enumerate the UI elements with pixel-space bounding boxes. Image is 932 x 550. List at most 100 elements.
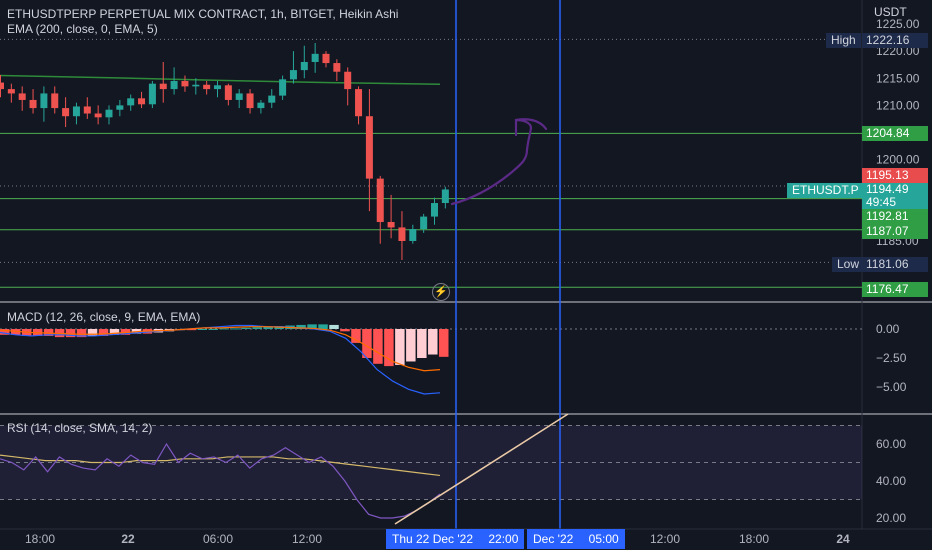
candle-body[interactable] <box>246 93 254 109</box>
macd-histogram-bar <box>43 329 54 336</box>
ema-line[interactable] <box>0 74 441 85</box>
level-tag-1187: 1187.07 <box>862 224 928 239</box>
macd-histogram-bar <box>384 329 394 367</box>
candle-body[interactable] <box>148 83 156 105</box>
candle-body[interactable] <box>138 98 146 105</box>
candle-body[interactable] <box>127 98 135 106</box>
level-tag-1195: 1195.13 <box>862 168 928 183</box>
candle-body[interactable] <box>51 93 59 109</box>
macd-histogram-bar <box>87 329 98 336</box>
candle-body[interactable] <box>214 85 221 90</box>
time-tick-label: 18:00 <box>25 532 55 546</box>
cursor-time-label-right: Dec '22 05:00 <box>527 529 625 549</box>
cursor-date-left: Thu 22 Dec '22 <box>392 532 474 546</box>
candle-body[interactable] <box>268 95 276 103</box>
macd-histogram-bar <box>318 324 328 329</box>
rsi-line[interactable] <box>0 442 441 519</box>
rsi-tick-label: 20.00 <box>876 511 906 525</box>
candle-body[interactable] <box>192 84 200 87</box>
candle-body[interactable] <box>376 178 384 223</box>
candle-body[interactable] <box>170 80 178 90</box>
macd-signal-line[interactable] <box>0 326 441 372</box>
candle-body[interactable] <box>105 109 113 118</box>
macd-histogram-bar <box>329 324 339 329</box>
macd-histogram-bar <box>373 329 383 364</box>
macd-histogram-bar <box>241 327 251 329</box>
candle-body[interactable] <box>159 83 167 90</box>
candle-body[interactable] <box>322 53 330 64</box>
candle-body[interactable] <box>181 80 189 87</box>
candle-body[interactable] <box>116 105 124 110</box>
time-tick-label: 18:00 <box>739 532 769 546</box>
rsi-tick-label: 40.00 <box>876 474 906 488</box>
candle-body[interactable] <box>441 189 449 204</box>
macd-line[interactable] <box>0 324 441 395</box>
bar-countdown: 49:45 <box>866 195 897 209</box>
candle-body[interactable] <box>224 85 232 100</box>
symbol-tag: ETHUSDT.P <box>787 183 864 198</box>
candle-body[interactable] <box>203 84 211 90</box>
candle-body[interactable] <box>94 113 102 118</box>
candle-body[interactable] <box>72 106 80 117</box>
macd-histogram-bar <box>186 329 197 331</box>
projection-drawing[interactable] <box>450 118 548 206</box>
cursor-time-right: 05:00 <box>588 532 619 546</box>
rsi-indicator-title[interactable]: RSI (14, close, SMA, 14, 2) <box>7 421 153 435</box>
macd-indicator-title[interactable]: MACD (12, 26, close, 9, EMA, EMA) <box>7 310 201 324</box>
candle-body[interactable] <box>387 222 395 228</box>
lightning-icon[interactable]: ⚡ <box>432 283 450 301</box>
candle-body[interactable] <box>431 203 438 217</box>
cursor-time-middle: 22:00 <box>488 532 519 546</box>
candle-body[interactable] <box>420 216 428 230</box>
price-tick-label: 1200.00 <box>876 153 920 167</box>
macd-histogram-bar <box>395 329 405 365</box>
macd-histogram-bar <box>208 329 219 330</box>
candle-body[interactable] <box>355 89 363 117</box>
ema-indicator-title[interactable]: EMA (200, close, 0, EMA, 5) <box>7 22 158 36</box>
candle-body[interactable] <box>279 79 287 96</box>
macd-histogram-bar <box>76 329 87 338</box>
cursor-date-right: Dec '22 <box>533 532 574 546</box>
symbol-title: ETHUSDTPERP PERPETUAL MIX CONTRACT, 1h, … <box>7 7 399 21</box>
candle-body[interactable] <box>62 108 70 117</box>
candle-body[interactable] <box>83 106 91 114</box>
candle-body[interactable] <box>333 63 341 72</box>
macd-histogram-bar <box>0 329 10 335</box>
macd-tick-label: 0.00 <box>876 322 900 336</box>
candle-body[interactable] <box>18 93 26 100</box>
candle-body[interactable] <box>289 70 297 80</box>
macd-histogram-bar <box>362 329 372 358</box>
level-tag-1204: 1204.84 <box>862 126 928 141</box>
macd-tick-label: −5.00 <box>876 380 907 394</box>
candle-body[interactable] <box>409 229 417 241</box>
macd-histogram-bar <box>417 329 427 358</box>
macd-histogram-bar <box>230 328 240 330</box>
candle-body[interactable] <box>235 93 243 100</box>
candle-body[interactable] <box>398 227 406 241</box>
high-label: High <box>826 33 861 48</box>
level-tag-1192: 1192.81 <box>862 209 928 224</box>
currency-label: USDT <box>874 5 907 19</box>
last-price-tag: 1194.49 49:45 <box>862 183 928 209</box>
rsi-ma-line[interactable] <box>0 454 441 477</box>
candle-body[interactable] <box>7 89 15 94</box>
candle-body[interactable] <box>29 99 37 109</box>
macd-histogram-bar <box>65 329 76 338</box>
candle-body[interactable] <box>344 71 352 90</box>
candle-body[interactable] <box>311 53 319 62</box>
macd-histogram-bar <box>406 329 416 362</box>
macd-histogram-bar <box>219 328 229 330</box>
candle-body[interactable] <box>300 61 308 71</box>
candle-body[interactable] <box>257 102 265 109</box>
candle-body[interactable] <box>0 82 4 90</box>
macd-histogram-bar <box>340 329 350 332</box>
macd-histogram-bar <box>439 329 449 357</box>
candle-body[interactable] <box>365 116 373 179</box>
price-tick-label: 1210.00 <box>876 98 920 112</box>
trend-line[interactable] <box>394 413 569 525</box>
candle-body[interactable] <box>40 93 48 109</box>
macd-histogram-bar <box>428 329 438 355</box>
high-value-tag: 1222.16 <box>862 33 928 48</box>
